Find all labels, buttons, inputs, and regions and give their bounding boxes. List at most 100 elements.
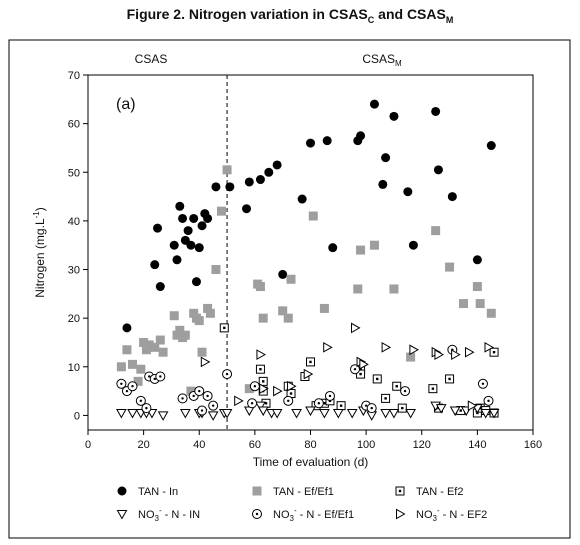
- data-point: [283, 395, 294, 406]
- data-point: [369, 240, 379, 250]
- marker-shape: [197, 221, 207, 231]
- data-point: [287, 380, 297, 392]
- data-point: [144, 340, 154, 350]
- data-point: [155, 282, 165, 292]
- data-point: [244, 384, 254, 394]
- marker-shape: [306, 138, 315, 148]
- x-axis-label: Time of evaluation (d): [253, 455, 369, 469]
- series-0: [122, 99, 496, 333]
- y-axis-label: Nitrogen (mg.L-1): [32, 207, 47, 298]
- marker-shape: [303, 368, 314, 380]
- data-point: [324, 390, 335, 401]
- marker-dot: [250, 402, 254, 405]
- marker-dot: [370, 406, 373, 410]
- data-point: [258, 313, 268, 323]
- marker-shape: [244, 177, 254, 187]
- data-point: [431, 106, 441, 116]
- data-point: [194, 243, 204, 253]
- marker-dot: [317, 402, 321, 405]
- marker-shape: [346, 408, 358, 419]
- marker-shape: [297, 194, 307, 204]
- data-point: [197, 405, 208, 416]
- marker-shape: [435, 404, 447, 414]
- data-point: [323, 341, 333, 353]
- marker-shape: [488, 408, 500, 419]
- marker-shape: [353, 284, 363, 294]
- marker-dot: [145, 406, 148, 410]
- data-point: [242, 204, 252, 214]
- marker-dot: [403, 389, 407, 393]
- marker-shape: [172, 330, 182, 340]
- x-tick-label: 120: [413, 439, 431, 451]
- data-point: [122, 323, 132, 333]
- legend-marker: [116, 510, 128, 520]
- legend: TAN - In TAN - Ef/Ef1 TAN - Ef2 NO3- - N - …: [116, 486, 487, 523]
- data-point: [306, 138, 315, 148]
- marker-shape: [252, 486, 262, 496]
- data-point: [122, 345, 132, 355]
- region-label-csas-m: CSASM: [362, 52, 402, 68]
- marker-dot: [153, 377, 156, 381]
- data-point: [139, 337, 149, 347]
- marker-dot: [359, 368, 362, 371]
- data-point: [222, 369, 233, 380]
- marker-shape: [449, 406, 461, 417]
- marker-shape: [451, 349, 461, 360]
- data-point: [205, 308, 215, 318]
- marker-shape: [116, 362, 126, 372]
- data-point: [489, 347, 499, 357]
- data-point: [272, 160, 282, 170]
- marker-dot: [339, 404, 343, 407]
- data-point: [372, 374, 382, 384]
- data-point: [178, 213, 188, 223]
- marker-shape: [472, 282, 482, 292]
- data-point: [356, 245, 366, 255]
- data-point: [313, 398, 324, 409]
- figure-title-main: Figure 2. Nitrogen variation in CSAS: [126, 6, 368, 22]
- data-point: [447, 192, 457, 202]
- legend-label: NO3- - N - Ef/Ef1: [273, 506, 354, 523]
- legend-label: NO3- - N - IN: [138, 506, 200, 523]
- data-point: [116, 362, 126, 372]
- data-point: [332, 408, 344, 419]
- marker-shape: [255, 282, 265, 292]
- marker-shape: [211, 265, 221, 275]
- marker-shape: [243, 406, 255, 417]
- data-point: [186, 386, 196, 396]
- figure-frame: [8, 39, 571, 539]
- data-point: [243, 406, 255, 417]
- data-point: [264, 167, 274, 177]
- data-point: [431, 226, 441, 236]
- marker-dot: [125, 389, 129, 393]
- data-point: [157, 411, 169, 421]
- data-marks-group: [116, 99, 500, 421]
- figure-title-mid: and CSAS: [374, 6, 446, 22]
- data-point: [177, 393, 188, 404]
- data-point: [291, 408, 302, 419]
- marker-dot: [131, 385, 134, 388]
- marker-shape: [272, 160, 282, 170]
- y-tick-label: 0: [74, 410, 80, 422]
- marker-shape: [378, 179, 388, 189]
- marker-shape: [388, 408, 400, 419]
- marker-shape: [405, 408, 416, 419]
- data-point: [381, 341, 392, 353]
- marker-shape: [172, 255, 182, 265]
- data-point: [388, 408, 400, 419]
- marker-dot: [192, 394, 195, 398]
- marker-dot: [323, 402, 326, 405]
- data-point: [175, 325, 185, 335]
- y-tick-label: 50: [68, 167, 80, 179]
- data-point: [322, 136, 332, 146]
- data-point: [189, 308, 199, 318]
- marker-dot: [459, 409, 462, 412]
- marker-shape: [116, 408, 127, 419]
- data-point: [191, 277, 201, 287]
- data-point: [169, 240, 179, 250]
- marker-shape: [389, 111, 399, 121]
- data-point: [256, 349, 266, 360]
- data-point: [172, 255, 182, 265]
- marker-shape: [291, 408, 302, 419]
- data-point: [179, 408, 191, 419]
